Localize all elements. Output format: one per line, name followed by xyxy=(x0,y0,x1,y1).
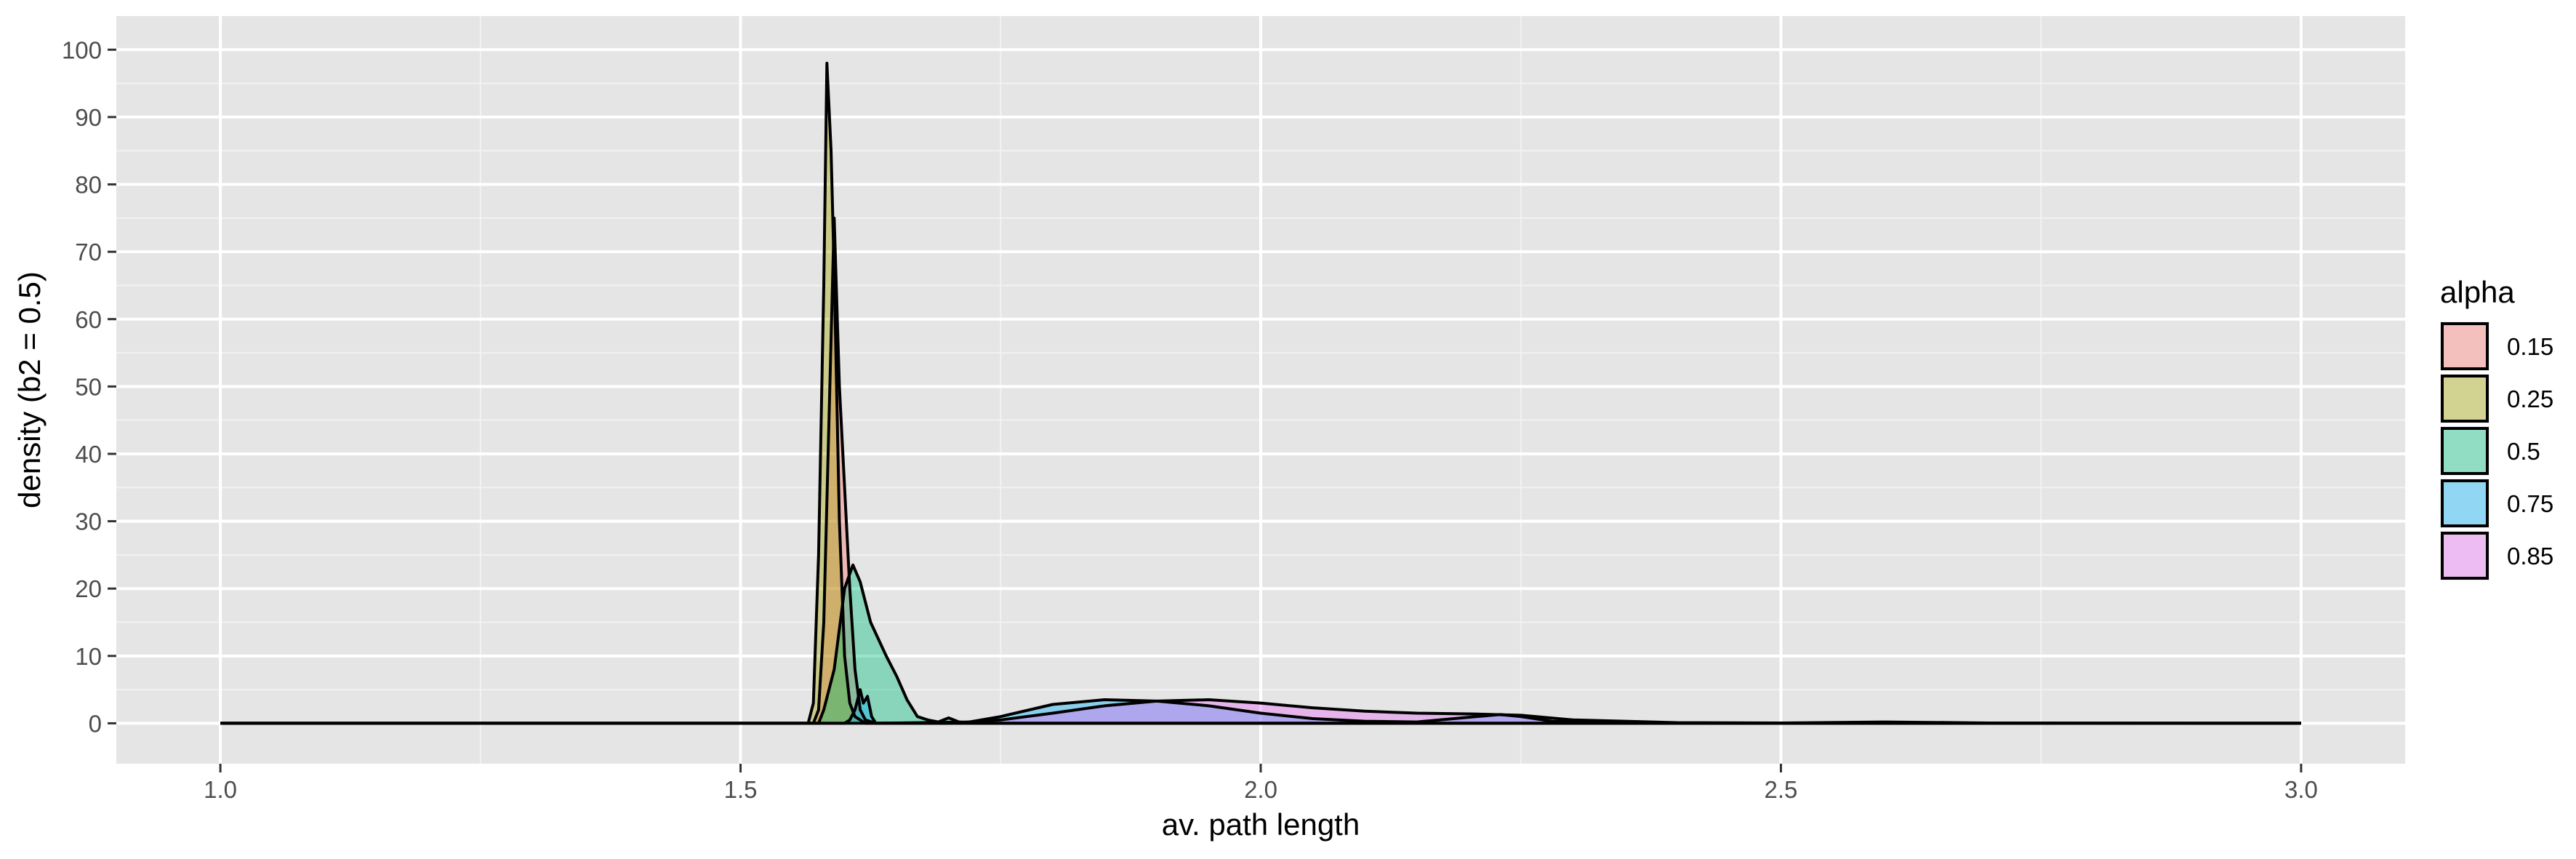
legend-swatch-0.85 xyxy=(2441,532,2489,580)
x-tick-label: 1.0 xyxy=(204,776,237,803)
density-area-0.75 xyxy=(220,690,2301,724)
y-tick-label: 50 xyxy=(75,373,102,400)
y-tick-label: 70 xyxy=(75,239,102,265)
legend: alpha 0.15 0.25 0.5 0.75 0.85 xyxy=(2440,275,2553,580)
legend-key-background xyxy=(2440,479,2489,528)
legend-label-0.5: 0.5 xyxy=(2507,438,2540,465)
x-axis-title: av. path length xyxy=(1162,807,1360,842)
y-tick-label: 20 xyxy=(75,575,102,602)
y-axis-title: density (b2 = 0.5) xyxy=(12,271,47,508)
x-tick-label: 1.5 xyxy=(724,776,758,803)
y-tick-label: 10 xyxy=(75,643,102,670)
legend-swatch-0.5 xyxy=(2441,427,2489,475)
y-tick-label: 0 xyxy=(89,710,102,737)
y-tick-label: 80 xyxy=(75,172,102,199)
density-outline-0.5 xyxy=(220,563,2301,725)
y-tick-label: 90 xyxy=(75,104,102,131)
x-tick-label: 2.0 xyxy=(1244,776,1277,803)
legend-label-0.15: 0.15 xyxy=(2507,333,2553,360)
y-tick-label: 60 xyxy=(75,306,102,333)
x-tick-label: 3.0 xyxy=(2284,776,2318,803)
legend-key-background xyxy=(2440,374,2489,423)
legend-key-background xyxy=(2440,321,2489,371)
legend-swatch-0.25 xyxy=(2441,375,2489,423)
y-tick-label: 100 xyxy=(62,36,102,63)
y-tick-label: 40 xyxy=(75,441,102,468)
x-tick-label: 2.5 xyxy=(1765,776,1798,803)
legend-key-background xyxy=(2440,426,2489,476)
y-tick-label: 30 xyxy=(75,508,102,535)
legend-title: alpha xyxy=(2440,275,2515,309)
axes: 1.0 1.5 2.0 2.5 3.0 0 10 20 30 40 50 60 70 80 90 100 xyxy=(62,36,2318,803)
density-areas xyxy=(220,61,2301,725)
legend-swatch-0.75 xyxy=(2441,479,2489,527)
density-area-0.85 xyxy=(220,700,2301,724)
legend-label-0.85: 0.85 xyxy=(2507,543,2553,570)
density-outline-0.85 xyxy=(220,698,2301,725)
legend-swatch-0.15 xyxy=(2441,322,2489,370)
legend-label-0.25: 0.25 xyxy=(2507,385,2553,412)
density-outline-0.15 xyxy=(220,216,2301,725)
legend-key-background xyxy=(2440,531,2489,580)
legend-label-0.75: 0.75 xyxy=(2507,490,2553,517)
